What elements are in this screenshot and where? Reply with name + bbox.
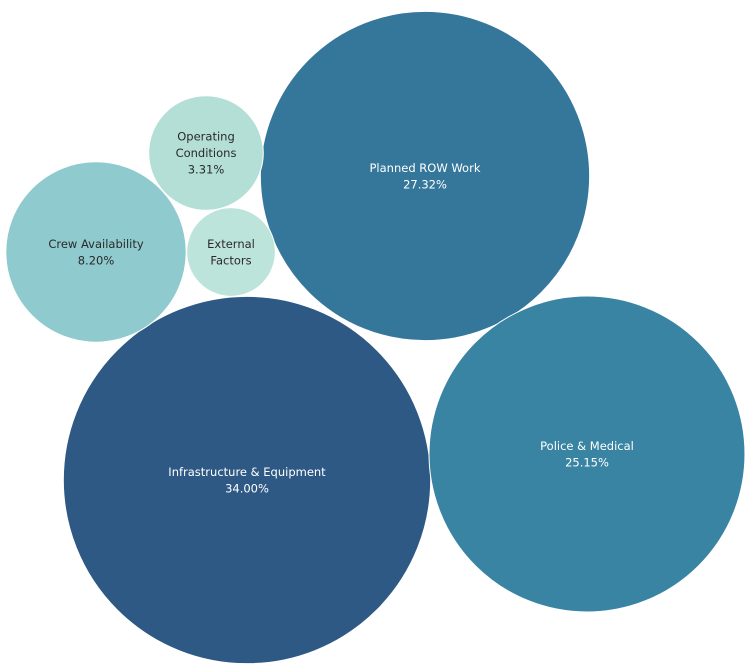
bubble-circle-police-and-medical[interactable] bbox=[428, 295, 746, 613]
category-label-police-and-medical: Police & Medical bbox=[540, 439, 634, 453]
bubble-police-and-medical[interactable]: Police & Medical 25.15% bbox=[428, 295, 746, 613]
value-label-police-and-medical: 25.15% bbox=[565, 455, 609, 469]
bubble-circle-operating-conditions[interactable] bbox=[148, 95, 264, 211]
bubble-circle-infrastructure-and-equipment[interactable] bbox=[62, 295, 432, 665]
category-label-operating-conditions: Conditions bbox=[176, 146, 237, 160]
value-label-crew-availability: 8.20% bbox=[78, 253, 115, 267]
category-label-external-factors: Factors bbox=[210, 253, 251, 267]
category-label-external-factors: External bbox=[207, 237, 255, 251]
bubble-crew-availability[interactable]: Crew Availability 8.20% bbox=[5, 161, 187, 343]
value-label-infrastructure-and-equipment: 34.00% bbox=[225, 481, 269, 495]
bubble-circle-crew-availability[interactable] bbox=[5, 161, 187, 343]
bubble-circle-planned-row-work[interactable] bbox=[259, 10, 591, 342]
bubble-external-factors[interactable]: External Factors bbox=[186, 207, 276, 297]
category-label-planned-row-work: Planned ROW Work bbox=[370, 161, 481, 175]
bubble-planned-row-work[interactable]: Planned ROW Work 27.32% bbox=[259, 10, 591, 342]
bubble-operating-conditions[interactable]: Operating Conditions 3.31% bbox=[148, 95, 264, 211]
category-label-operating-conditions: Operating bbox=[177, 130, 235, 144]
value-label-operating-conditions: 3.31% bbox=[188, 163, 225, 177]
value-label-planned-row-work: 27.32% bbox=[403, 177, 447, 191]
bubble-circle-external-factors[interactable] bbox=[186, 207, 276, 297]
bubble-infrastructure-and-equipment[interactable]: Infrastructure & Equipment 34.00% bbox=[62, 295, 432, 665]
category-label-infrastructure-and-equipment: Infrastructure & Equipment bbox=[168, 465, 326, 479]
category-label-crew-availability: Crew Availability bbox=[48, 237, 144, 251]
